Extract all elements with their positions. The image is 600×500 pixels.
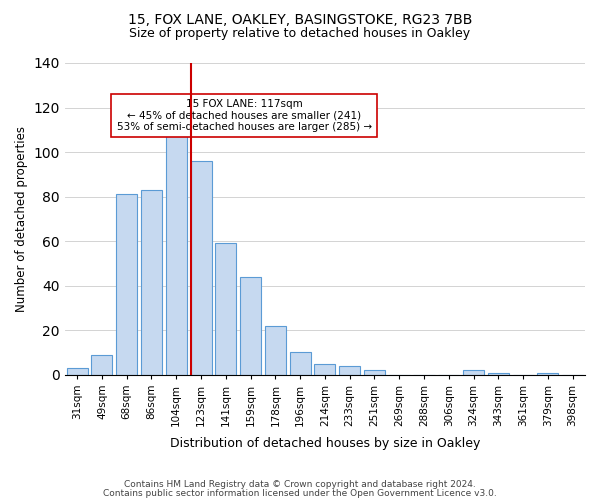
Bar [463, 370, 484, 374]
Text: Contains HM Land Registry data © Crown copyright and database right 2024.: Contains HM Land Registry data © Crown c… [124, 480, 476, 489]
X-axis label: Distribution of detached houses by size in Oakley: Distribution of detached houses by size … [170, 437, 480, 450]
Text: 15 FOX LANE: 117sqm
← 45% of detached houses are smaller (241)
53% of semi-detac: 15 FOX LANE: 117sqm ← 45% of detached ho… [117, 99, 372, 132]
Text: Size of property relative to detached houses in Oakley: Size of property relative to detached ho… [130, 28, 470, 40]
Bar [91, 354, 112, 374]
Bar [141, 190, 162, 374]
Bar [166, 118, 187, 374]
Bar [265, 326, 286, 374]
Bar [240, 277, 261, 374]
Bar [339, 366, 360, 374]
Bar [314, 364, 335, 374]
Bar [215, 244, 236, 374]
Y-axis label: Number of detached properties: Number of detached properties [15, 126, 28, 312]
Bar [191, 161, 212, 374]
Bar [67, 368, 88, 374]
Bar [116, 194, 137, 374]
Bar [290, 352, 311, 374]
Text: Contains public sector information licensed under the Open Government Licence v3: Contains public sector information licen… [103, 488, 497, 498]
Bar [364, 370, 385, 374]
Text: 15, FOX LANE, OAKLEY, BASINGSTOKE, RG23 7BB: 15, FOX LANE, OAKLEY, BASINGSTOKE, RG23 … [128, 12, 472, 26]
Bar [538, 372, 559, 374]
Bar [488, 372, 509, 374]
